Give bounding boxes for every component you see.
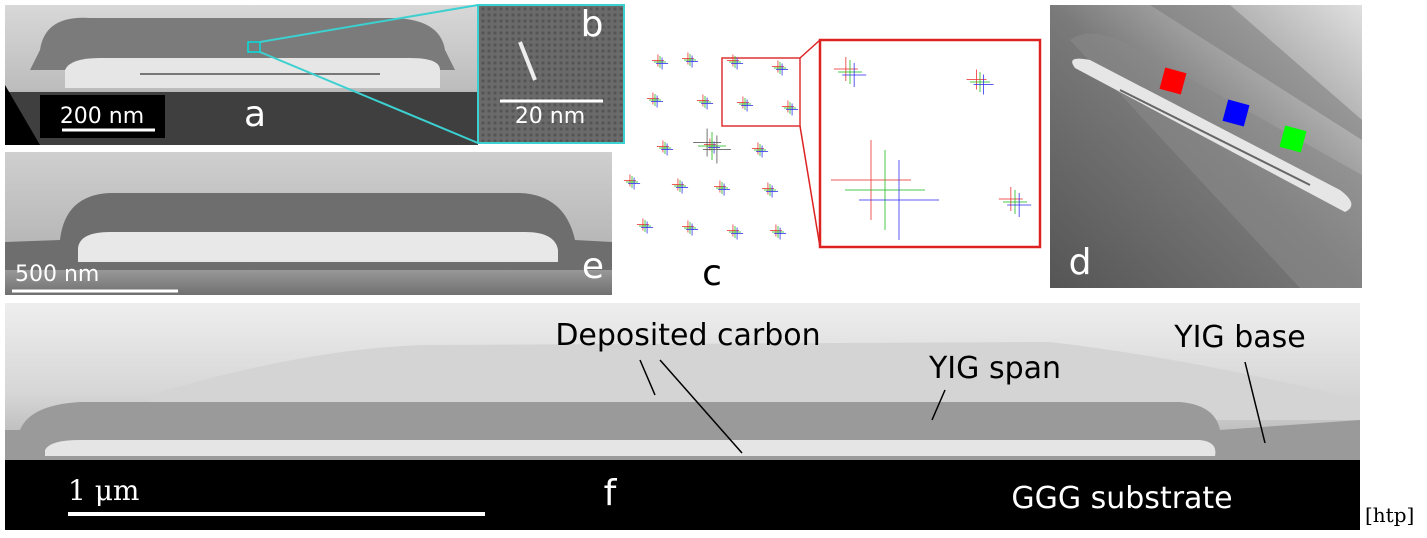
panel-label: b: [581, 4, 604, 45]
gap: [45, 440, 1215, 456]
zoom-line: [800, 40, 820, 58]
panel-d: d: [1050, 5, 1362, 288]
panel-f: Deposited carbon YIG span YIG base GGG s…: [5, 303, 1360, 530]
annotation: YIG base: [1173, 320, 1305, 355]
panel-a: 200 nm a: [5, 5, 478, 145]
panel-label: c: [702, 253, 722, 294]
annotation: YIG span: [928, 351, 1061, 386]
panel-label: d: [1069, 242, 1092, 283]
zoom-box: [722, 58, 800, 126]
scale-label: 500 nm: [15, 262, 99, 287]
placement-note: [htp]: [1365, 503, 1414, 527]
scale-label: 200 nm: [60, 104, 144, 129]
panel-label: a: [244, 94, 266, 135]
annotation: GGG substrate: [1011, 481, 1232, 516]
annotation: Deposited carbon: [555, 318, 820, 353]
panel-b: b 20 nm: [478, 4, 624, 143]
gap: [78, 232, 558, 262]
panel-c: c: [624, 40, 1040, 294]
zoom-line: [800, 126, 820, 247]
scale-label: 1 μm: [68, 474, 139, 507]
scale-label: 20 nm: [515, 104, 585, 129]
panel-e: e 500 nm: [5, 152, 612, 295]
panel-label: e: [582, 246, 604, 287]
figure: 200 nm a b 20 nm e 500 nm c: [0, 0, 1427, 538]
panel-label: f: [604, 473, 618, 514]
inset: [820, 40, 1040, 247]
